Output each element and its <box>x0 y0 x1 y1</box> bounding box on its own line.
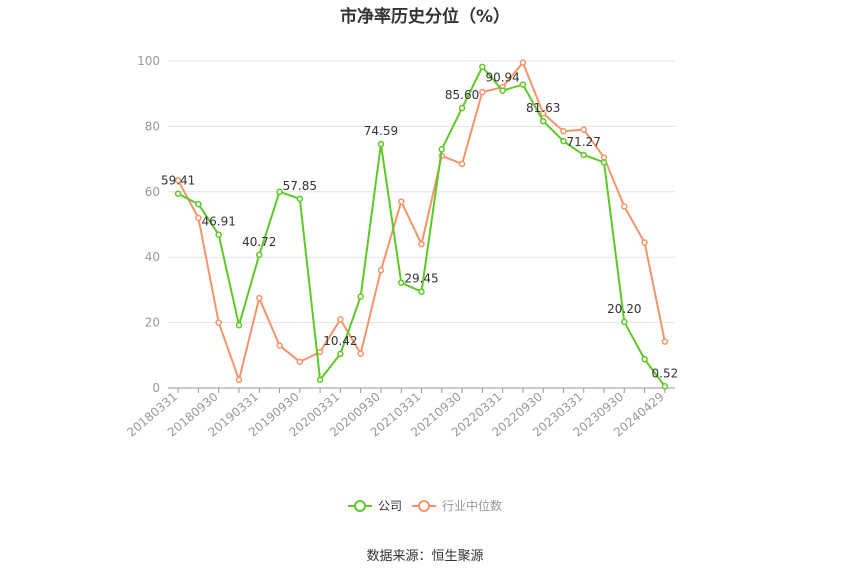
data-point <box>519 59 527 66</box>
chart-title: 市净率历史分位（%） <box>339 7 511 27</box>
y-tick-label: 40 <box>145 250 160 264</box>
data-point <box>621 203 628 210</box>
data-point <box>235 376 243 384</box>
data-label: 74.59 <box>364 124 398 138</box>
data-point <box>519 81 527 88</box>
data-point <box>560 137 567 145</box>
data-point <box>276 342 283 349</box>
data-point <box>580 126 587 133</box>
data-point <box>276 188 283 196</box>
data-point <box>174 177 182 184</box>
data-point <box>357 350 364 357</box>
y-tick-label: 80 <box>145 119 160 133</box>
data-label: 20.20 <box>607 302 641 316</box>
data-point <box>641 355 648 363</box>
data-point <box>174 190 182 197</box>
data-label: 0.52 <box>652 366 679 380</box>
legend-label: 公司 <box>378 499 402 513</box>
legend-marker-dot <box>354 500 366 512</box>
data-point <box>377 140 385 148</box>
data-label: 57.85 <box>283 179 317 193</box>
data-point <box>600 159 608 166</box>
data-point <box>296 358 304 366</box>
y-tick-label: 20 <box>145 316 160 330</box>
y-tick-label: 100 <box>137 54 160 68</box>
series-line <box>177 65 666 387</box>
data-point <box>438 146 446 153</box>
data-label: 29.45 <box>404 272 438 286</box>
data-point <box>580 151 587 159</box>
data-point <box>357 293 364 300</box>
data-point <box>539 117 547 125</box>
data-point <box>195 200 202 208</box>
data-point <box>397 198 405 205</box>
data-label: 46.91 <box>202 215 236 229</box>
legend-marker-dot <box>418 500 430 512</box>
data-point <box>418 240 425 248</box>
data-point <box>458 160 466 168</box>
legend-label: 行业中位数 <box>442 498 502 513</box>
data-point <box>661 383 669 390</box>
data-point <box>641 239 648 246</box>
data-point <box>661 338 669 345</box>
data-point <box>479 88 486 96</box>
data-point <box>296 195 304 203</box>
data-point <box>560 128 567 135</box>
y-tick-label: 0 <box>152 381 160 395</box>
data-point <box>479 63 486 71</box>
data-point <box>256 251 263 259</box>
data-point <box>235 321 243 329</box>
data-label: 40.72 <box>242 235 276 249</box>
data-point <box>377 267 385 274</box>
data-source: 数据来源：恒生聚源 <box>366 549 484 564</box>
data-point <box>539 110 547 117</box>
data-point <box>195 214 202 222</box>
data-point <box>397 279 405 286</box>
data-point <box>337 316 344 323</box>
line-chart: 0204060801002018033120180930201903312019… <box>124 54 679 513</box>
series-line <box>177 61 666 381</box>
data-point <box>418 288 425 295</box>
data-label: 85.60 <box>445 88 479 102</box>
data-point <box>499 87 506 94</box>
data-point <box>256 294 263 302</box>
data-label: 59.41 <box>161 174 195 188</box>
data-point <box>316 348 324 356</box>
data-point <box>337 350 344 358</box>
data-label: 90.94 <box>485 71 519 85</box>
data-point <box>621 318 628 326</box>
data-point <box>215 231 222 238</box>
data-point <box>215 319 222 326</box>
data-point <box>316 376 324 384</box>
y-tick-label: 60 <box>145 185 160 199</box>
data-label: 10.42 <box>323 334 357 348</box>
data-point <box>458 104 466 112</box>
data-label: 81.63 <box>526 101 560 115</box>
data-label: 71.27 <box>567 135 601 149</box>
